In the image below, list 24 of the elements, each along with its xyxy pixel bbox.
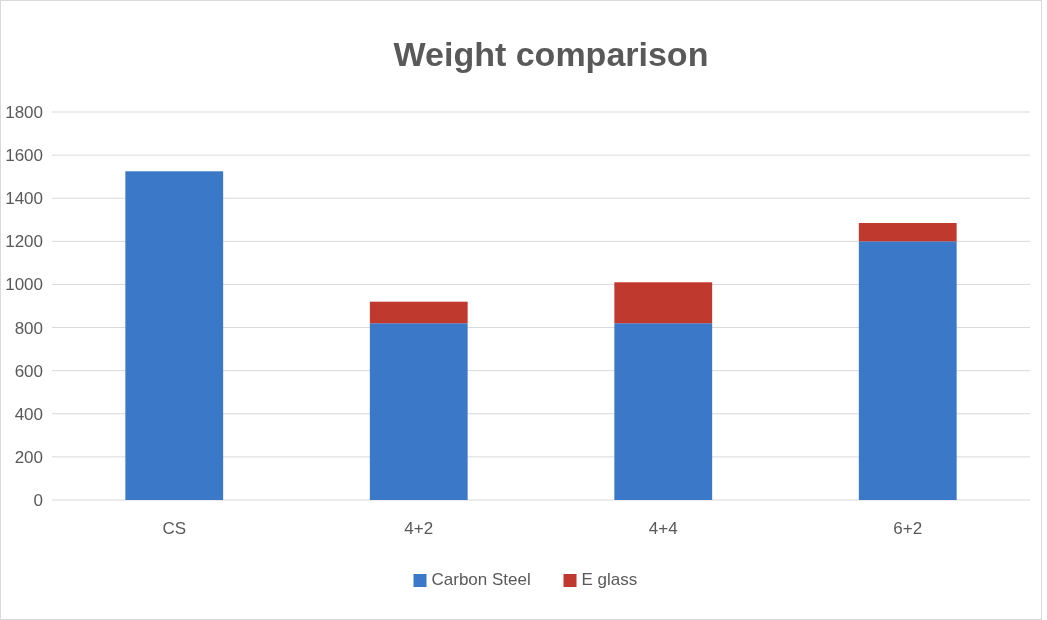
x-tick-label: 4+2 <box>404 519 434 538</box>
y-tick-label: 600 <box>14 361 43 381</box>
y-tick-label: 1000 <box>5 275 43 295</box>
bar <box>858 223 957 242</box>
bar <box>858 241 957 500</box>
bar <box>369 323 468 500</box>
y-tick-label: 1600 <box>5 146 43 166</box>
chart-title: Weight comparison <box>393 35 709 73</box>
y-tick-label: 1800 <box>5 102 43 122</box>
bar <box>125 171 224 500</box>
bar <box>614 323 713 500</box>
y-tick-label: 400 <box>14 404 43 424</box>
legend-label: E glass <box>581 570 638 589</box>
x-tick-label: 4+4 <box>648 519 678 538</box>
y-tick-label: 200 <box>14 447 43 467</box>
bar <box>614 282 713 324</box>
y-tick-label: 800 <box>14 318 43 338</box>
bar <box>369 301 468 324</box>
legend-label: Carbon Steel <box>431 570 531 589</box>
y-tick-label: 0 <box>33 490 43 510</box>
x-tick-label: 6+2 <box>893 519 923 538</box>
x-tick-label: CS <box>162 519 187 538</box>
y-tick-label: 1200 <box>5 232 43 252</box>
y-tick-label: 1400 <box>5 189 43 209</box>
